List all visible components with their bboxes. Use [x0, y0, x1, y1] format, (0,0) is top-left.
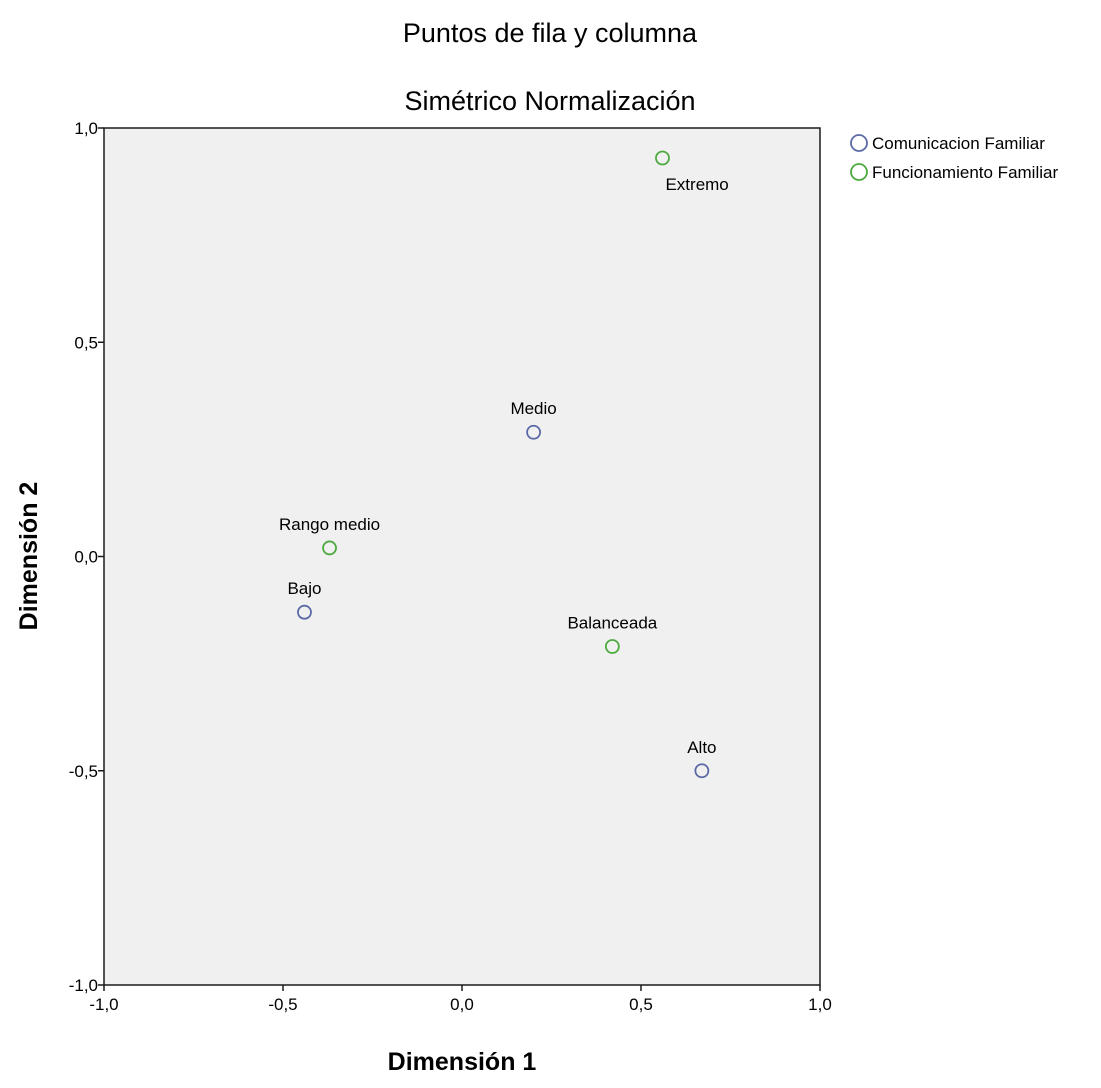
x-tick-label: 1,0 — [808, 995, 832, 1014]
chart-title: Puntos de fila y columna — [403, 18, 698, 48]
point-label-medio: Medio — [510, 399, 556, 418]
y-tick-label: -0,5 — [69, 762, 98, 781]
data-points: Medio Bajo Alto Extremo Rango medio Balancead… — [279, 150, 729, 779]
x-axis-title: Dimensión 1 — [388, 1048, 537, 1076]
point-label-alto: Alto — [687, 738, 716, 757]
point-label-bajo: Bajo — [287, 579, 321, 598]
point-label-extremo: Extremo — [665, 175, 728, 194]
x-tick-label: -0,5 — [268, 995, 297, 1014]
x-tick-label: -1,0 — [89, 995, 118, 1014]
point-label-rango-medio: Rango medio — [279, 515, 380, 534]
chart-subtitle: Simétrico Normalización — [404, 86, 695, 116]
x-tick-label: 0,0 — [450, 995, 474, 1014]
point-label-balanceada: Balanceada — [567, 613, 657, 632]
legend: Comunicacion Familiar Funcionamiento Fami… — [850, 134, 1058, 182]
y-axis-ticks: -1,0 -0,5 0,0 0,5 1,0 — [69, 119, 104, 995]
x-axis-ticks: -1,0 -0,5 0,0 0,5 1,0 — [89, 985, 832, 1014]
y-tick-label: 0,5 — [74, 333, 98, 352]
y-tick-label: 1,0 — [74, 119, 98, 138]
point-extremo — [655, 150, 670, 166]
y-tick-label: -1,0 — [69, 976, 98, 995]
legend-label-funcionamiento-familiar: Funcionamiento Familiar — [872, 163, 1058, 182]
y-tick-label: 0,0 — [74, 548, 98, 567]
point-alto — [694, 763, 710, 779]
point-rango-medio — [322, 540, 337, 556]
legend-label-comunicacion-familiar: Comunicacion Familiar — [872, 134, 1045, 153]
legend-marker-comunicacion-familiar — [850, 134, 868, 152]
point-balanceada — [604, 639, 620, 654]
plot-area — [103, 127, 821, 986]
point-bajo — [297, 604, 312, 620]
x-tick-label: 0,5 — [629, 995, 653, 1014]
point-medio — [526, 424, 541, 440]
legend-marker-funcionamiento-familiar — [850, 163, 868, 181]
y-axis-title: Dimensión 2 — [15, 482, 43, 631]
